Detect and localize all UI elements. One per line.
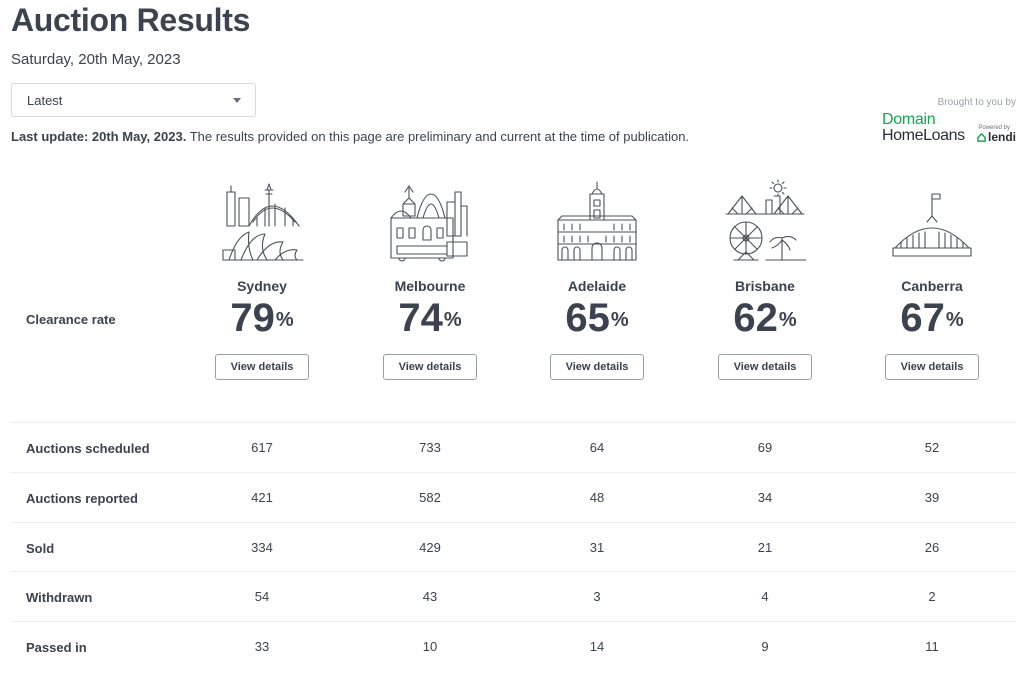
canberra-parliament-icon xyxy=(892,193,972,257)
row-label: Passed in xyxy=(26,640,87,656)
row-label: Auctions scheduled xyxy=(26,441,150,456)
sponsor-domain-text: Domain xyxy=(882,111,936,128)
city-column-0: Sydney 79% View details xyxy=(182,178,342,380)
table-cell: 3 xyxy=(593,589,601,605)
view-details-button[interactable]: View details xyxy=(215,354,309,380)
results-period-select[interactable]: Latest xyxy=(11,83,256,117)
lendi-text: lendi xyxy=(987,130,1016,144)
view-details-button[interactable]: View details xyxy=(885,354,979,380)
city-name: Brisbane xyxy=(735,278,795,294)
clearance-rate-number: 67 xyxy=(900,296,945,340)
row-label: Sold xyxy=(26,540,55,556)
brisbane-bridge-icon xyxy=(725,179,807,261)
lendi-logo: lendi xyxy=(977,130,1016,144)
sponsor-brought-text: Brought to you by xyxy=(937,97,1016,108)
city-column-4: Canberra 67% View details xyxy=(852,178,1012,380)
table-cell: 429 xyxy=(419,539,441,555)
table-cell: 733 xyxy=(419,440,441,455)
city-column-2: Adelaide 65% View details xyxy=(517,178,677,380)
table-cell: 39 xyxy=(924,489,940,505)
table-cell: 21 xyxy=(757,539,773,555)
percent-sign: % xyxy=(443,309,462,331)
table-row: Auctions reported 421 582 48 34 39 xyxy=(11,471,1016,522)
last-update-note: Last update: 20th May, 2023. The results… xyxy=(11,129,689,144)
table-cell: 11 xyxy=(925,639,939,655)
table-cell: 54 xyxy=(254,589,270,605)
sydney-skyline-icon xyxy=(222,183,304,261)
table-cell: 34 xyxy=(757,489,773,505)
table-cell: 334 xyxy=(251,539,273,555)
city-column-1: Melbourne 74% View details xyxy=(350,178,510,380)
table-cell: 64 xyxy=(589,440,605,455)
table-cell: 26 xyxy=(924,539,940,555)
table-cell: 617 xyxy=(251,440,273,455)
sponsor-powered-text: Powered by xyxy=(978,125,1010,131)
clearance-rate-value: 74% xyxy=(350,296,510,340)
city-name: Sydney xyxy=(237,278,287,294)
view-details-button[interactable]: View details xyxy=(550,354,644,380)
clearance-rate-value: 79% xyxy=(182,296,342,340)
row-label: Withdrawn xyxy=(26,590,93,606)
house-icon xyxy=(977,132,986,142)
table-cell: 14 xyxy=(589,639,605,655)
percent-sign: % xyxy=(275,309,294,331)
table-cell: 2 xyxy=(928,589,936,605)
percent-sign: % xyxy=(945,309,964,331)
adelaide-townhall-icon xyxy=(557,181,637,261)
clearance-rate-number: 62 xyxy=(733,296,778,340)
table-cell: 4 xyxy=(761,589,769,605)
table-cell: 43 xyxy=(422,589,438,605)
results-period-value: Latest xyxy=(27,92,63,108)
clearance-rate-value: 62% xyxy=(685,296,845,340)
table-cell: 69 xyxy=(757,440,773,455)
clearance-rate-label: Clearance rate xyxy=(26,312,116,327)
table-row: Withdrawn 54 43 3 4 2 xyxy=(11,571,1016,621)
table-cell: 31 xyxy=(589,539,605,555)
melbourne-skyline-icon xyxy=(390,185,468,262)
sponsor-homeloans-text: HomeLoans xyxy=(882,127,965,144)
table-cell: 48 xyxy=(589,489,605,505)
table-cell: 582 xyxy=(419,489,441,505)
last-update-label: Last update: 20th May, 2023. xyxy=(11,129,187,144)
clearance-rate-number: 79 xyxy=(230,296,275,340)
page-date: Saturday, 20th May, 2023 xyxy=(11,51,181,68)
clearance-rate-number: 74 xyxy=(398,296,443,340)
table-cell: 9 xyxy=(761,639,769,655)
table-row: Passed in 33 10 14 9 11 xyxy=(11,621,1016,671)
table-cell: 421 xyxy=(251,489,273,505)
chevron-down-icon xyxy=(233,98,241,103)
sponsor-logo[interactable]: Brought to you by Domain HomeLoans Power… xyxy=(876,97,1016,147)
percent-sign: % xyxy=(610,309,629,331)
table-row: Auctions scheduled 617 733 64 69 52 xyxy=(11,422,1016,472)
page-title: Auction Results xyxy=(11,2,251,38)
city-name: Canberra xyxy=(901,278,963,294)
table-cell: 33 xyxy=(254,639,270,655)
percent-sign: % xyxy=(778,309,797,331)
city-name: Melbourne xyxy=(394,278,466,294)
clearance-rate-number: 65 xyxy=(565,296,610,340)
clearance-rate-value: 67% xyxy=(852,296,1012,340)
clearance-rate-value: 65% xyxy=(517,296,677,340)
table-cell: 52 xyxy=(924,440,940,455)
city-column-3: Brisbane 62% View details xyxy=(685,178,845,380)
auction-stats-table: Auctions scheduled 617 733 64 69 52 Auctions r… xyxy=(11,422,1016,671)
view-details-button[interactable]: View details xyxy=(383,354,477,380)
view-details-button[interactable]: View details xyxy=(718,354,812,380)
row-label: Auctions reported xyxy=(26,490,138,506)
table-row: Sold 334 429 31 21 26 xyxy=(11,521,1016,572)
last-update-text: The results provided on this page are pr… xyxy=(186,129,690,144)
table-cell: 10 xyxy=(422,639,438,655)
city-name: Adelaide xyxy=(567,278,627,294)
